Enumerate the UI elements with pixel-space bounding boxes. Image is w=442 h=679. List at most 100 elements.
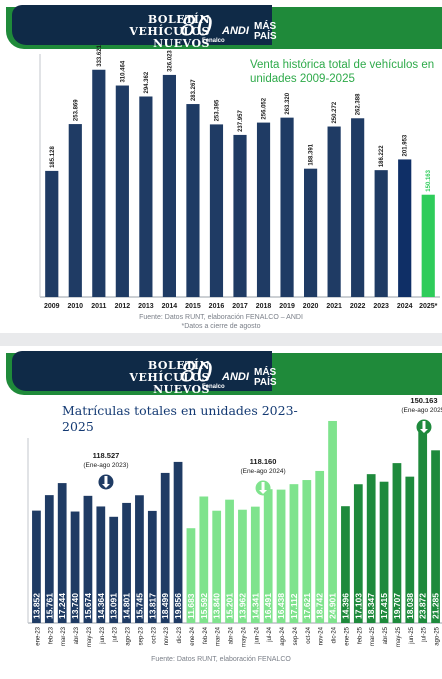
chart2-x-tick-label: jun-24	[254, 626, 260, 644]
chart1-x-tick-label: 2014	[162, 303, 178, 310]
arrow-down-icon-head	[419, 429, 428, 433]
chart1-footnote: *Datos a cierre de agosto	[181, 323, 261, 330]
chart1-x-tick-label: 2023	[373, 303, 389, 310]
chart2-value-label: 16.491	[263, 593, 273, 619]
chart2-x-tick-label: abr-23	[74, 626, 80, 644]
fenalco-80-logo-2: 80	[180, 358, 214, 388]
chart1-bar	[139, 96, 153, 297]
mas-pais-line2: PAÍS	[254, 31, 277, 42]
arrow-down-icon-stem	[422, 421, 426, 429]
chart2-value-label: 13.740	[70, 593, 80, 619]
chart2-bar	[44, 495, 54, 623]
chart2-value-label: 14.396	[340, 593, 350, 619]
chart2-x-tick-label: ene-23	[35, 626, 41, 645]
bulletin-header-2: BOLETÍN VEHÍCULOS NUEVOS 80 Fenalco ANDI…	[0, 346, 442, 398]
bulletin-header: BOLETÍN VEHÍCULOS NUEVOS 80 Fenalco ANDI…	[0, 0, 442, 52]
chart2-x-tick-label: ago-23	[126, 626, 132, 645]
chart1-value-label: 326.023	[167, 50, 173, 72]
chart2-value-label: 17.112	[289, 593, 299, 619]
chart2-bar	[366, 474, 376, 623]
chart2-value-label: 11.683	[186, 593, 196, 619]
bulletin-title2-line1: BOLETÍN	[147, 359, 210, 372]
chart2-x-tick-label: feb-23	[48, 626, 54, 644]
chart2-bar	[379, 481, 389, 623]
chart2-bar	[431, 450, 440, 623]
chart1-title: Venta histórica total de vehículos en un…	[250, 59, 435, 85]
chart2-bar	[315, 470, 325, 623]
chart1-value-label: 256.052	[262, 97, 268, 119]
chart2-value-label: 18.499	[160, 593, 170, 619]
chart2-x-tick-label: may-23	[87, 626, 93, 647]
chart1-x-tick-label: 2011	[91, 303, 106, 310]
chart2-x-tick-label: mar-24	[216, 626, 222, 646]
chart2-value-label: 15.745	[134, 593, 144, 619]
chart1-bar	[304, 168, 318, 297]
chart2-x-tick-label: abr-24	[229, 626, 235, 644]
bulletin-title-line2: VEHÍCULOS NUEVOS	[129, 25, 210, 50]
mas-pais-logo: MÁS PAÍS	[254, 22, 277, 42]
chart2-value-label: 18.742	[315, 593, 325, 619]
chart2-value-label: 19.856	[173, 593, 183, 619]
bulletin-title2-line2: VEHÍCULOS NUEVOS	[129, 371, 210, 396]
chart2-value-label: 14.801	[122, 593, 132, 619]
chart1-bar	[374, 170, 388, 297]
chart2-bar	[225, 499, 234, 623]
chart2-source: Fuente: Datos RUNT, elaboración FENALCO	[151, 656, 291, 663]
chart1-bar	[351, 118, 365, 297]
chart1-bar	[186, 104, 200, 297]
chart2-bar	[289, 484, 299, 623]
arrow-down-icon-stem	[104, 476, 108, 484]
chart1-x-tick-label: 2017	[232, 303, 248, 310]
chart2-value-label: 17.244	[57, 593, 67, 619]
bulletin-title: BOLETÍN VEHÍCULOS NUEVOS	[70, 14, 210, 50]
bulletin-title-line1: BOLETÍN	[147, 13, 210, 26]
chart2-value-label: 15.674	[83, 593, 93, 619]
chart2-annotation-period: (Ene-ago 2025)	[401, 407, 442, 414]
chart2-title: Matrículas totales en unidades 2023-2025	[62, 403, 298, 434]
chart2-annotation-value: 118.527	[93, 451, 120, 460]
chart1-x-tick-label: 2016	[209, 303, 225, 310]
chart1-bar	[115, 85, 129, 297]
fenalco-80-logo: 80	[180, 12, 214, 42]
chart1-bar	[92, 69, 106, 297]
chart2-bar	[173, 461, 183, 623]
chart2-value-label: 18.038	[405, 593, 415, 619]
chart1-x-tick-label: 2019	[279, 303, 295, 310]
chart2-x-tick-label: may-24	[241, 626, 247, 647]
chart1-value-label: 186.222	[379, 145, 385, 167]
chart2-x-tick-label: ago-24	[280, 626, 286, 645]
chart1-bar	[280, 117, 294, 297]
chart1-bar	[45, 170, 59, 297]
chart2-value-label: 13.962	[237, 593, 247, 619]
chart1-x-tick-label: 2020	[303, 303, 319, 310]
bulletin-title-2: BOLETÍN VEHÍCULOS NUEVOS	[70, 360, 210, 396]
chart1-source: Fuente: Datos RUNT, elaboración FENALCO …	[139, 314, 303, 321]
monthly-registrations-chart: 13.852 ene-23 15.761 feb-23 17.244 mar-23 13.7…	[27, 396, 442, 647]
chart1-x-tick-label: 2021	[326, 303, 342, 310]
chart1-x-tick-label: 2024	[397, 303, 413, 310]
chart2-x-tick-label: dic-24	[332, 626, 338, 643]
chart1-value-label: 333.621	[97, 44, 103, 66]
chart2-value-label: 15.761	[44, 593, 54, 619]
chart1-x-tick-label: 2009	[44, 303, 60, 310]
chart2-bar	[250, 506, 260, 623]
mas-pais-logo-2: MÁS PAÍS	[254, 368, 277, 388]
chart2-x-tick-label: sep-23	[138, 626, 144, 645]
chart1-x-tick-label: 2025*	[419, 303, 438, 310]
annual-sales-panel: BOLETÍN VEHÍCULOS NUEVOS 80 Fenalco ANDI…	[0, 0, 442, 333]
chart1-value-label: 185.128	[50, 146, 56, 168]
chart2-value-label: 18.347	[366, 593, 376, 619]
chart2-x-tick-label: jul-24	[267, 626, 273, 642]
chart1-value-label: 188.391	[309, 143, 315, 165]
mas-pais2-line2: PAÍS	[254, 377, 277, 388]
chart2-bar	[83, 495, 93, 623]
chart2-value-label: 17.415	[379, 593, 389, 619]
chart2-annotation-period: (Ene-ago 2023)	[83, 462, 128, 469]
chart1-x-tick-label: 2010	[68, 303, 84, 310]
chart2-value-label: 13.852	[31, 593, 41, 619]
chart2-x-tick-label: nov-24	[319, 626, 325, 645]
chart1-bar	[233, 134, 247, 297]
chart1-bar	[162, 74, 176, 297]
arrow-down-icon-head	[259, 490, 268, 494]
chart2-bar	[147, 510, 157, 623]
